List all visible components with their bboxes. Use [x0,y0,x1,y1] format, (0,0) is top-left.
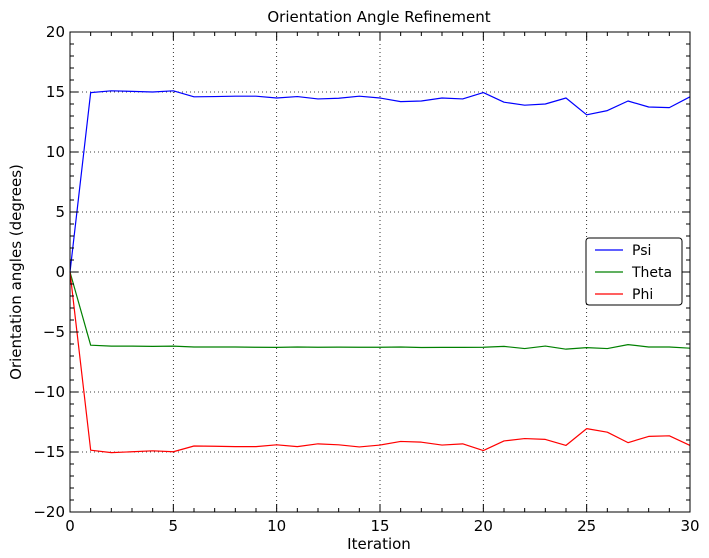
series-line-theta [69,271,691,350]
x-tick-label: 20 [474,517,493,535]
y-tick-label: 10 [46,143,65,161]
x-tick-label: 5 [169,517,179,535]
y-tick-label: 5 [55,203,65,221]
legend: Psi Theta Phi [585,237,683,306]
legend-label-phi: Phi [632,287,653,303]
x-axis-label: Iteration [347,535,411,553]
axis-ticks [69,31,691,513]
series-line-phi [69,271,691,454]
x-tick-label: 10 [267,517,286,535]
series-lines [69,90,691,454]
legend-box [585,237,683,306]
y-tick-label: −10 [33,383,65,401]
legend-label-psi: Psi [632,243,651,259]
x-tick-label: 25 [577,517,596,535]
y-tick-label: 0 [55,263,65,281]
tick-labels: 0 5 10 15 20 25 30 −20 −15 −10 −5 0 5 10 15 20 [33,23,699,535]
y-tick-label: −15 [33,443,65,461]
chart-title: Orientation Angle Refinement [267,8,490,26]
y-tick-label: 15 [46,83,65,101]
y-tick-label: 20 [46,23,65,41]
legend-label-theta: Theta [631,265,672,281]
series-line-psi [69,90,691,273]
x-tick-label: 30 [680,517,699,535]
x-tick-label: 0 [65,517,75,535]
y-tick-label: −20 [33,503,65,521]
x-tick-label: 15 [370,517,389,535]
y-tick-label: −5 [43,323,65,341]
y-axis-label: Orientation angles (degrees) [7,164,25,380]
